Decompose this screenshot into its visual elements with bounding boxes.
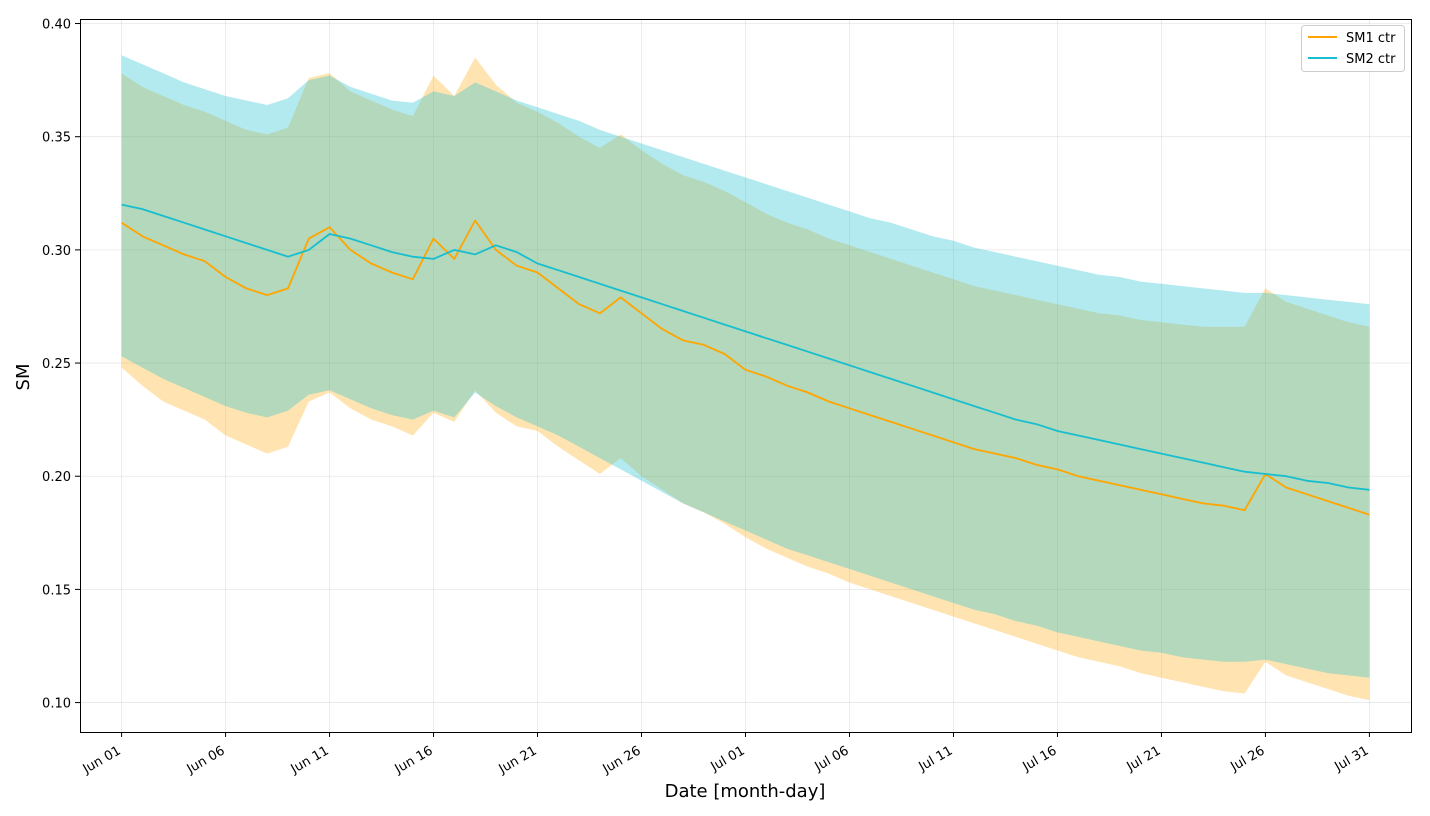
- y-tick-label: 0.30: [42, 244, 71, 259]
- y-tick-label: 0.25: [42, 357, 71, 372]
- confidence-bands: [121, 55, 1370, 701]
- sm2-ctr-band: [121, 55, 1370, 678]
- y-tick-label: 0.40: [42, 18, 71, 33]
- legend: SM1 ctr SM2 ctr: [1301, 25, 1405, 72]
- sm1-ctr-line: [121, 219, 1370, 516]
- legend-label-sm1: SM1 ctr: [1346, 31, 1396, 46]
- legend-label-sm2: SM2 ctr: [1346, 52, 1396, 67]
- sm2-ctr-line: [121, 203, 1370, 491]
- y-tick-label: 0.20: [42, 470, 71, 485]
- y-axis-title: SM: [13, 364, 34, 391]
- sm1-ctr-band: [121, 57, 1370, 701]
- y-tick-label: 0.35: [42, 131, 71, 146]
- x-axis-title: Date [month-day]: [665, 781, 826, 802]
- y-axis-ticks: 0.10 0.15 0.20 0.25 0.30 0.35 0.40: [42, 18, 80, 712]
- grid-lines: [80, 19, 1411, 732]
- series-lines: [121, 203, 1370, 516]
- y-tick-label: 0.10: [42, 697, 71, 712]
- y-tick-label: 0.15: [42, 583, 71, 598]
